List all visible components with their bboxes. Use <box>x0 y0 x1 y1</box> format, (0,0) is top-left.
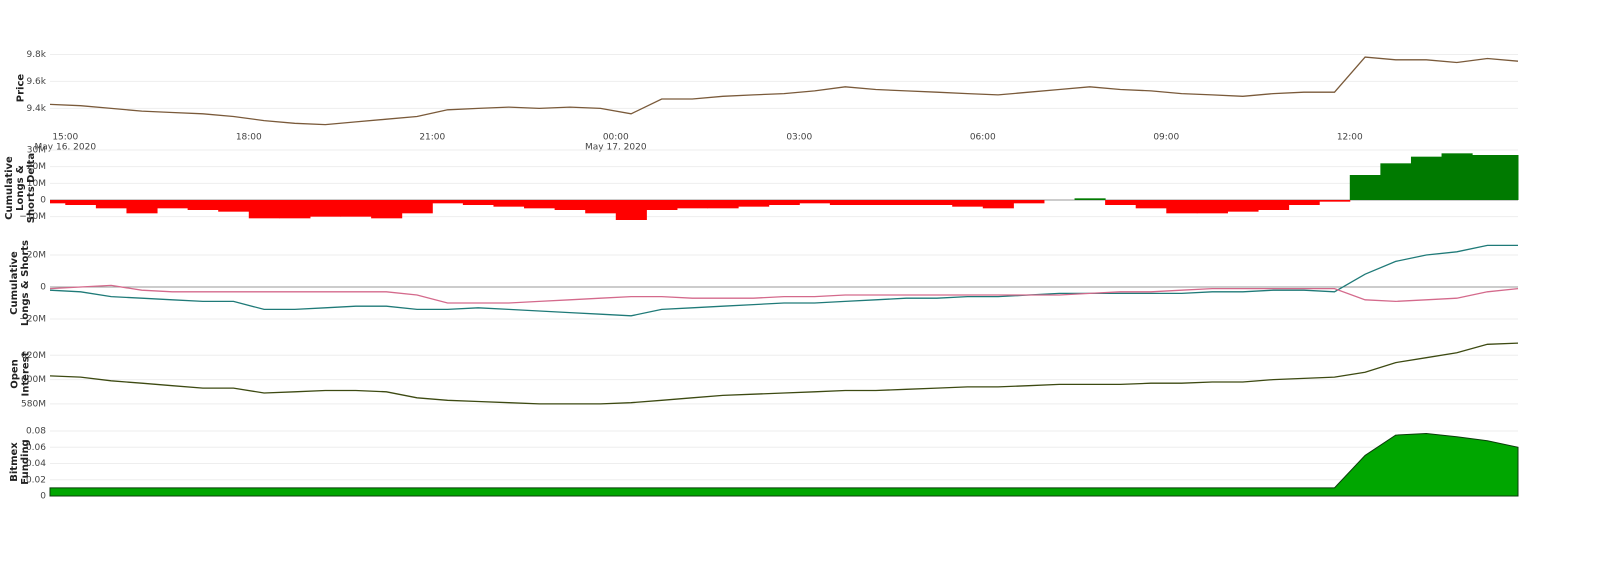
bar <box>646 200 678 210</box>
bar <box>1441 153 1473 200</box>
y-tick-label: −20M <box>19 315 46 325</box>
y-axis-title: Open Interest <box>9 351 31 396</box>
bar <box>1196 200 1228 214</box>
x-tick-label: 00:00 <box>603 133 629 143</box>
y-tick-label: 0.08 <box>26 427 46 437</box>
y-tick-label: 600M <box>21 375 46 385</box>
y-tick-label: 9.6k <box>26 77 46 87</box>
x-tick-label: 18:00 <box>236 133 262 143</box>
bar <box>1258 200 1290 210</box>
bar <box>738 200 770 207</box>
bar <box>1472 155 1504 200</box>
bar <box>1074 198 1106 200</box>
bar <box>768 200 800 205</box>
bar <box>891 200 923 205</box>
bar <box>1013 200 1045 204</box>
bar <box>676 200 709 209</box>
y-tick-label: 0 <box>40 196 46 206</box>
bar <box>218 200 250 212</box>
bar <box>65 200 97 205</box>
x-tick-label: 12:00 <box>1337 133 1363 143</box>
series-line <box>49 244 1518 317</box>
y-axis-title: Cumulative Longs & Shorts Delta <box>3 152 37 223</box>
bar <box>493 200 525 207</box>
bar <box>524 200 556 209</box>
y-tick-label: 9.8k <box>26 50 46 60</box>
y-tick-label: 0.02 <box>26 475 46 485</box>
bar <box>615 200 647 220</box>
bar <box>309 200 342 217</box>
bar <box>921 200 953 205</box>
bar <box>1135 200 1167 209</box>
y-tick-label: 0.06 <box>26 443 46 453</box>
bar <box>95 200 127 209</box>
x-tick-label: 06:00 <box>970 133 996 143</box>
bar <box>401 200 433 214</box>
bar <box>952 200 984 207</box>
bar <box>1502 155 1519 200</box>
bar <box>585 200 617 214</box>
x-date-label: May 17, 2020 <box>585 143 647 153</box>
x-tick-label: 21:00 <box>419 133 445 143</box>
series-line <box>49 284 1519 304</box>
bar <box>340 200 372 217</box>
bar <box>371 200 403 219</box>
y-tick-label: 0 <box>40 283 46 293</box>
bar <box>1288 200 1320 205</box>
bar <box>279 200 311 219</box>
bar <box>50 200 66 204</box>
area <box>49 432 1519 497</box>
y-tick-label: 20M <box>27 162 46 172</box>
bar <box>1410 156 1443 200</box>
bar <box>1105 200 1137 205</box>
bar <box>1380 163 1412 200</box>
bar <box>707 200 739 209</box>
line <box>49 56 1519 126</box>
bar <box>462 200 494 205</box>
x-tick-label: 15:00 <box>52 133 78 143</box>
bar <box>1349 175 1381 200</box>
bar <box>1227 200 1259 212</box>
y-tick-label: 10M <box>27 179 46 189</box>
y-tick-label: 580M <box>21 399 46 409</box>
bar <box>187 200 219 210</box>
y-tick-label: 9.4k <box>26 104 46 114</box>
line <box>49 342 1519 405</box>
x-date-label: May 16, 2020 <box>35 143 97 153</box>
y-axis-title: Price <box>14 73 26 102</box>
bar <box>799 200 831 204</box>
y-axis-title: Bitmex Funding <box>9 438 31 485</box>
x-tick-label: 09:00 <box>1153 133 1179 143</box>
bar <box>432 200 464 204</box>
y-tick-label: −10M <box>19 212 46 222</box>
y-tick-label: 20M <box>27 251 46 261</box>
bar <box>860 200 892 205</box>
bar <box>829 200 861 205</box>
y-axis-title: Cumulative Longs & Shorts <box>9 240 31 327</box>
bar <box>1319 200 1351 202</box>
y-tick-label: 30M <box>27 146 46 156</box>
y-tick-label: 0 <box>40 492 46 502</box>
bar <box>126 200 158 214</box>
bar <box>982 200 1014 209</box>
bar <box>1166 200 1198 214</box>
bar <box>248 200 280 219</box>
bar <box>157 200 189 209</box>
bar <box>554 200 586 210</box>
y-tick-label: 620M <box>21 351 46 361</box>
x-tick-label: 03:00 <box>786 133 812 143</box>
y-tick-label: 0.04 <box>26 459 46 469</box>
